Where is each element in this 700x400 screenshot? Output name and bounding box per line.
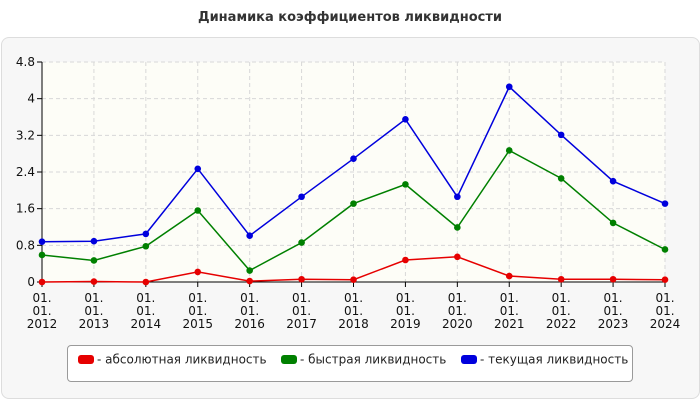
y-tick-label: 4: [27, 92, 35, 106]
data-point-series-1[interactable]: [402, 181, 409, 188]
data-point-series-0[interactable]: [38, 278, 46, 286]
data-point-series-0[interactable]: [298, 275, 305, 283]
data-point-series-0[interactable]: [505, 272, 513, 280]
x-tick-label: 01. 01. 2024: [650, 291, 681, 331]
data-point-series-0[interactable]: [557, 275, 565, 283]
legend-item-current[interactable]: - текущая ликвидность: [461, 352, 628, 370]
data-point-series-1[interactable]: [609, 219, 617, 227]
legend-swatch-icon: [461, 355, 477, 364]
data-point-series-0[interactable]: [402, 256, 409, 264]
data-point-series-2[interactable]: [609, 177, 617, 185]
legend-label: - текущая ликвидность: [480, 352, 629, 367]
data-point-series-1[interactable]: [194, 207, 202, 214]
data-point-series-1[interactable]: [661, 246, 669, 253]
x-tick-label: 01. 01. 2013: [79, 291, 110, 331]
data-point-series-2[interactable]: [246, 232, 253, 240]
data-point-series-2[interactable]: [90, 237, 98, 245]
data-point-series-2[interactable]: [194, 165, 202, 173]
data-point-series-0[interactable]: [90, 278, 98, 285]
data-point-series-2[interactable]: [38, 238, 46, 245]
data-point-series-2[interactable]: [557, 131, 565, 139]
data-point-series-2[interactable]: [402, 115, 409, 123]
data-point-series-0[interactable]: [194, 268, 202, 276]
legend-item-absolute[interactable]: - абсолютная ликвидность: [78, 352, 267, 370]
x-tick-label: 01. 01. 2018: [338, 291, 369, 331]
y-tick-label: 2.4: [16, 165, 35, 179]
x-tick-label: 01. 01. 2014: [131, 291, 162, 331]
data-point-series-0[interactable]: [454, 253, 461, 261]
y-tick-label: 4.8: [16, 55, 35, 69]
data-point-series-2[interactable]: [350, 155, 357, 163]
data-point-series-1[interactable]: [454, 224, 461, 231]
x-tick-label: 01. 01. 2022: [546, 291, 577, 331]
legend-label: - быстрая ликвидность: [300, 352, 447, 367]
x-tick-label: 01. 01. 2020: [442, 291, 473, 331]
legend-label: - абсолютная ликвидность: [97, 352, 267, 367]
data-point-series-2[interactable]: [505, 83, 513, 91]
data-point-series-0[interactable]: [609, 275, 617, 283]
data-point-series-2[interactable]: [454, 193, 461, 201]
legend-swatch-icon: [281, 355, 297, 364]
data-point-series-1[interactable]: [38, 251, 46, 259]
x-tick-label: 01. 01. 2021: [494, 291, 525, 331]
data-point-series-0[interactable]: [661, 276, 669, 284]
x-tick-label: 01. 01. 2019: [390, 291, 421, 331]
data-point-series-0[interactable]: [246, 277, 253, 285]
y-tick-label: 3.2: [16, 128, 35, 142]
data-point-series-1[interactable]: [505, 147, 513, 154]
data-point-series-0[interactable]: [350, 276, 357, 284]
x-tick-label: 01. 01. 2012: [27, 291, 58, 331]
y-tick-label: 0.8: [16, 238, 35, 252]
data-point-series-1[interactable]: [557, 175, 565, 182]
x-tick-label: 01. 01. 2017: [286, 291, 317, 331]
chart-title: Динамика коэффициентов ликвидности: [198, 10, 502, 25]
legend: - абсолютная ликвидность - быстрая ликви…: [67, 345, 633, 382]
legend-swatch-icon: [78, 355, 94, 364]
legend-item-quick[interactable]: - быстрая ликвидность: [281, 352, 446, 370]
x-tick-label: 01. 01. 2023: [598, 291, 629, 331]
data-point-series-2[interactable]: [661, 200, 669, 207]
y-tick-label: 0: [27, 275, 35, 289]
x-tick-label: 01. 01. 2015: [182, 291, 213, 331]
x-tick-label: 01. 01. 2016: [234, 291, 265, 331]
data-point-series-2[interactable]: [142, 230, 150, 238]
data-point-series-2[interactable]: [298, 193, 305, 201]
data-point-series-1[interactable]: [246, 267, 253, 274]
data-point-series-1[interactable]: [90, 257, 98, 264]
data-point-series-0[interactable]: [142, 278, 150, 286]
data-point-series-1[interactable]: [142, 242, 150, 250]
data-point-series-1[interactable]: [298, 239, 305, 246]
data-point-series-1[interactable]: [350, 200, 357, 207]
y-tick-label: 1.6: [16, 202, 35, 216]
